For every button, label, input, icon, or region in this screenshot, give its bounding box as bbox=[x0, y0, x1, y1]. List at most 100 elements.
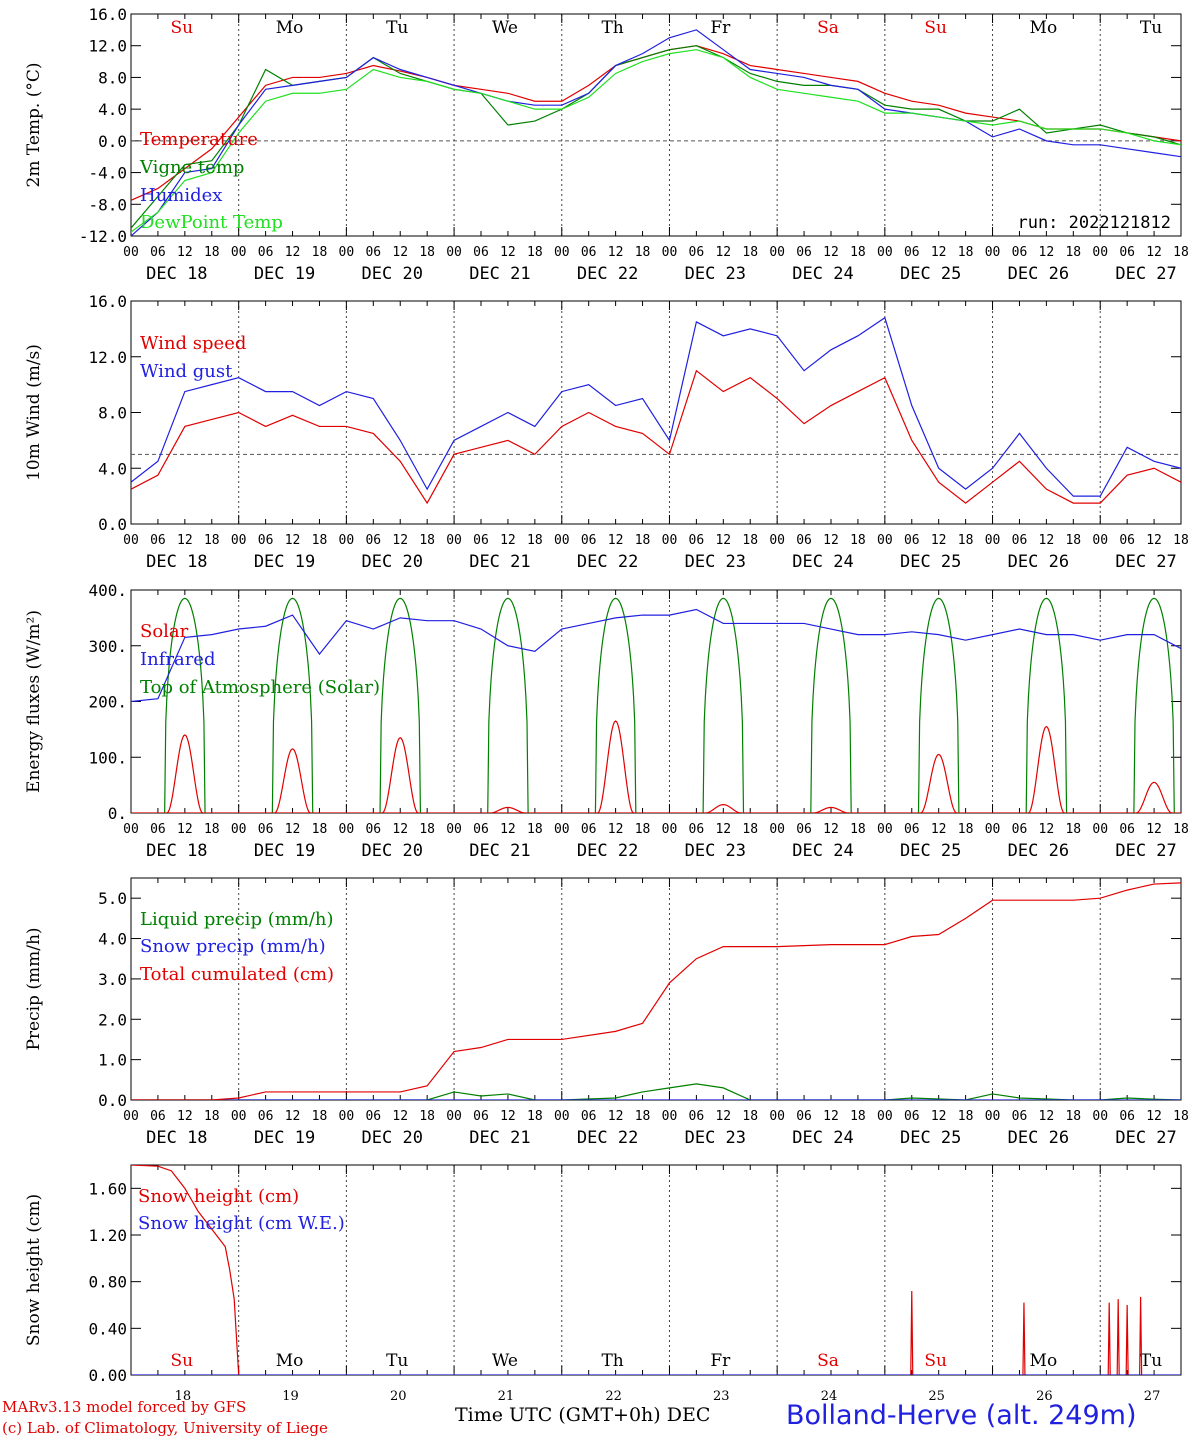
toa-curve bbox=[164, 597, 206, 813]
x-hour-label: 06 bbox=[473, 822, 489, 837]
y-tick-label: 3.0 bbox=[98, 970, 127, 989]
x-hour-label: 06 bbox=[150, 245, 166, 260]
date-label: DEC 27 bbox=[1115, 841, 1176, 861]
run-label: run: 2022121812 bbox=[1017, 213, 1171, 233]
weekday-label: Su bbox=[171, 18, 194, 38]
x-hour-label: 00 bbox=[1092, 822, 1108, 837]
x-hour-label: 00 bbox=[339, 245, 355, 260]
x-hour-label: 06 bbox=[581, 1109, 597, 1124]
date-label: DEC 23 bbox=[685, 264, 746, 284]
x-hour-label: 12 bbox=[715, 1109, 731, 1124]
x-hour-label: 18 bbox=[958, 822, 974, 837]
x-hour-label: 18 bbox=[204, 245, 220, 260]
panel-frame bbox=[130, 589, 1182, 814]
plot-area bbox=[131, 316, 1181, 505]
x-hour-label: 00 bbox=[446, 245, 462, 260]
x-hour-label: 18 bbox=[850, 533, 866, 548]
panel-frame bbox=[130, 13, 1182, 237]
x-hour-label: 06 bbox=[365, 533, 381, 548]
x-day-label: 23 bbox=[713, 1389, 730, 1404]
date-label: DEC 23 bbox=[685, 552, 746, 572]
date-label: DEC 27 bbox=[1115, 552, 1176, 572]
x-hour-label: 00 bbox=[769, 533, 785, 548]
weekday-label: Su bbox=[924, 1351, 947, 1371]
x-day-label: 20 bbox=[390, 1389, 407, 1404]
x-hour-label: 18 bbox=[1065, 1109, 1081, 1124]
weekday-label: Su bbox=[924, 18, 947, 38]
x-day-label: 18 bbox=[175, 1389, 192, 1404]
x-hour-label: 18 bbox=[204, 822, 220, 837]
lab-credit: (c) Lab. of Climatology, University of L… bbox=[2, 1419, 328, 1437]
x-hour-label: 00 bbox=[877, 822, 893, 837]
x-hour-label: 00 bbox=[769, 1109, 785, 1124]
legend-entry: Infrared bbox=[140, 649, 215, 670]
snow-spike bbox=[1139, 1296, 1143, 1375]
panel-4: 5.0 4.0 3.0 2.0 1.0 0.0 Precip (mm/h) 00 06 12 18 0… bbox=[24, 877, 1189, 1148]
x-hour-label: 18 bbox=[635, 245, 651, 260]
panel-2: 16.0 12.0 8.0 4.0 0.0 10m Wind (m/s) 00 06 12 18 0… bbox=[24, 292, 1189, 572]
x-hour-label: 00 bbox=[662, 245, 678, 260]
x-hour-label: 06 bbox=[473, 1109, 489, 1124]
x-hour-label: 06 bbox=[796, 533, 812, 548]
legend-entry: Top of Atmosphere (Solar) bbox=[140, 677, 380, 698]
y-tick-label: 0.00 bbox=[88, 1366, 127, 1385]
x-hour-label: 00 bbox=[769, 245, 785, 260]
y-tick-label: -4.0 bbox=[88, 164, 127, 183]
toa-curve bbox=[1133, 597, 1175, 813]
date-label: DEC 20 bbox=[362, 841, 423, 861]
plot-area bbox=[131, 597, 1181, 813]
y-tick-label: 0. bbox=[108, 804, 127, 823]
x-hour-label: 18 bbox=[1065, 245, 1081, 260]
date-label: DEC 24 bbox=[792, 841, 853, 861]
x-hour-label: 00 bbox=[985, 822, 1001, 837]
solar-curve bbox=[381, 737, 419, 813]
y-tick-label: 200. bbox=[88, 693, 127, 712]
date-label: DEC 20 bbox=[362, 264, 423, 284]
x-day-label: 27 bbox=[1144, 1389, 1161, 1404]
x-hour-label: 12 bbox=[177, 533, 193, 548]
date-label: DEC 21 bbox=[469, 552, 530, 572]
station-label: Bolland-Herve (alt. 249m) bbox=[786, 1400, 1137, 1431]
x-hour-label: 12 bbox=[931, 245, 947, 260]
x-hour-label: 12 bbox=[1039, 822, 1055, 837]
weekday-label: Th bbox=[601, 1351, 623, 1371]
legend-entry: Liquid precip (mm/h) bbox=[140, 909, 334, 930]
x-day-label: 26 bbox=[1036, 1389, 1053, 1404]
weekday-label: Mo bbox=[276, 18, 304, 38]
date-label: DEC 18 bbox=[146, 841, 207, 861]
y-tick-label: 16.0 bbox=[88, 292, 127, 311]
x-hour-label: 18 bbox=[527, 533, 543, 548]
x-hour-label: 18 bbox=[1173, 533, 1189, 548]
x-hour-label: 12 bbox=[285, 245, 301, 260]
legend-entry: Total cumulated (cm) bbox=[140, 964, 334, 985]
x-hour-label: 06 bbox=[796, 245, 812, 260]
x-hour-label: 06 bbox=[258, 245, 274, 260]
toa-curve bbox=[702, 597, 745, 813]
series-line bbox=[131, 608, 1181, 703]
x-hour-label: 06 bbox=[581, 245, 597, 260]
y-tick-label: 8.0 bbox=[98, 68, 127, 87]
date-label: DEC 22 bbox=[577, 264, 638, 284]
x-hour-label: 12 bbox=[1039, 533, 1055, 548]
x-hour-label: 18 bbox=[635, 822, 651, 837]
x-hour-label: 12 bbox=[1146, 245, 1162, 260]
y-axis-label: 2m Temp. (°C) bbox=[24, 62, 44, 187]
x-hour-label: 00 bbox=[1092, 533, 1108, 548]
series-line bbox=[131, 49, 1181, 233]
x-hour-label: 06 bbox=[473, 533, 489, 548]
x-hour-label: 06 bbox=[150, 822, 166, 837]
x-hour-label: 18 bbox=[419, 822, 435, 837]
date-label: DEC 27 bbox=[1115, 1128, 1176, 1148]
legend-entry: Temperature bbox=[140, 129, 258, 150]
x-day-label: 21 bbox=[498, 1389, 515, 1404]
series-line bbox=[131, 369, 1181, 505]
series-line bbox=[131, 882, 1181, 1100]
x-hour-label: 00 bbox=[231, 245, 247, 260]
x-hour-label: 12 bbox=[608, 245, 624, 260]
date-label: DEC 25 bbox=[900, 264, 961, 284]
snow-spike bbox=[1116, 1299, 1120, 1375]
x-hour-label: 12 bbox=[608, 533, 624, 548]
x-hour-label: 18 bbox=[635, 1109, 651, 1124]
toa-curve bbox=[810, 597, 852, 813]
